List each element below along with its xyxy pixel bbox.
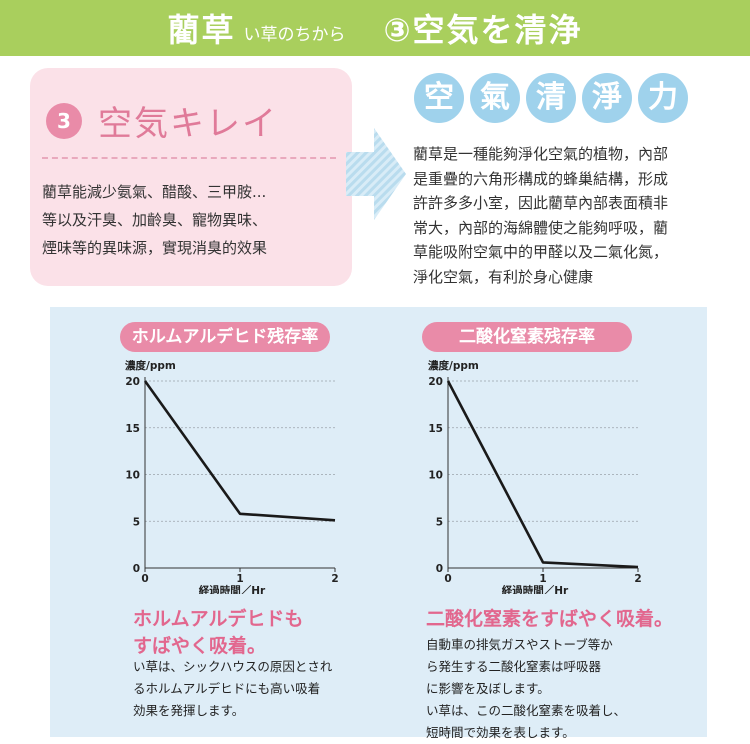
y-axis-label: 濃度/ppm <box>428 359 479 372</box>
y-tick-label: 15 <box>125 423 140 435</box>
purify-line: 許許多多小室，因此藺草內部表面積非 <box>413 194 669 212</box>
y-tick-label: 5 <box>436 516 443 528</box>
title-char-circle: 力 <box>638 73 688 123</box>
headline-line: ホルムアルデヒドも <box>133 608 304 630</box>
desc-line: るホルムアルデヒドにも高い吸着 <box>133 681 321 696</box>
formaldehyde-chart: 濃度/ppm 0 5 10 15 20 0 1 2 経過時間／Hr <box>125 359 339 594</box>
y-tick-label: 10 <box>428 470 443 482</box>
deodorize-line: 藺草能減少氨氣、醋酸、三甲胺... <box>42 183 267 201</box>
x-tick-label: 2 <box>634 573 641 585</box>
y-tick-label: 20 <box>428 376 443 388</box>
y-tick-label: 10 <box>125 470 140 482</box>
y-tick-label: 5 <box>133 516 140 528</box>
x-axis-label: 経過時間／Hr <box>502 584 569 594</box>
title-char-circle: 淨 <box>582 73 632 123</box>
banner-title-main: 藺草 <box>167 11 236 49</box>
headline-line: 二酸化窒素をすばやく吸着。 <box>426 608 674 630</box>
x-tick-label: 1 <box>236 573 243 585</box>
no2-description: 自動車の排気ガスやストーブ等か ら発生する二酸化窒素は呼吸器 に影響を及ぼします… <box>426 634 626 744</box>
banner-title-section: ③空気を清浄 <box>383 11 583 49</box>
x-axis-label: 経過時間／Hr <box>199 584 266 594</box>
desc-line: ら発生する二酸化窒素は呼吸器 <box>426 659 602 674</box>
dashed-divider <box>42 157 336 159</box>
chart-panel <box>50 307 707 737</box>
title-char-circle: 清 <box>526 73 576 123</box>
deodorize-line: 等以及汗臭、加齡臭、寵物異味、 <box>42 211 268 229</box>
series-line <box>446 380 639 569</box>
x-tick-label: 0 <box>444 573 451 585</box>
purify-power-title: 空 氣 清 淨 力 <box>414 73 688 123</box>
title-char-circle: 空 <box>414 73 464 123</box>
deodorize-text: 藺草能減少氨氣、醋酸、三甲胺... 等以及汗臭、加齡臭、寵物異味、 煙味等的異味… <box>42 178 342 262</box>
formaldehyde-headline: ホルムアルデヒドも すばやく吸着。 <box>133 606 303 660</box>
x-tick-label: 2 <box>331 573 338 585</box>
y-tick-label: 0 <box>133 563 140 575</box>
deodorize-line: 煙味等的異味源，實現消臭的效果 <box>42 239 268 257</box>
right-arrow-icon <box>346 128 406 220</box>
title-char-circle: 氣 <box>470 73 520 123</box>
desc-line: に影響を及ぼします。 <box>426 681 550 696</box>
series-line <box>143 380 336 522</box>
purify-description: 藺草是一種能夠淨化空氣的植物，內部 是重疊的六角形構成的蜂巢結構，形成 許許多多… <box>413 142 743 289</box>
no2-chart-title: 二酸化窒素残存率 <box>422 322 632 352</box>
y-tick-label: 20 <box>125 376 140 388</box>
purify-line: 淨化空氣，有利於身心健康 <box>413 267 594 286</box>
desc-line: 短時間で効果を表します。 <box>426 725 575 740</box>
y-axis-label: 濃度/ppm <box>125 359 176 372</box>
no2-chart: 濃度/ppm 0 5 10 15 20 0 1 2 経過時間／Hr <box>428 359 642 594</box>
purify-line: 草能吸附空氣中的甲醛以及二氣化氮， <box>413 243 669 261</box>
purify-line: 常大，內部的海綿體使之能夠呼吸，藺 <box>413 218 669 237</box>
desc-line: 自動車の排気ガスやストーブ等か <box>426 637 613 652</box>
desc-line: 効果を発揮します。 <box>133 703 245 718</box>
air-clean-title: 空気キレイ <box>98 104 278 144</box>
purify-line: 是重疊的六角形構成的蜂巢結構，形成 <box>413 169 669 188</box>
formaldehyde-description: い草は、シックハウスの原因とされ るホルムアルデヒドにも高い吸着 効果を発揮しま… <box>133 656 332 722</box>
x-tick-label: 1 <box>539 573 546 585</box>
purify-line: 藺草是一種能夠淨化空氣的植物，內部 <box>413 145 669 163</box>
headline-line: すばやく吸着。 <box>133 635 267 657</box>
desc-line: い草は、この二酸化窒素を吸着し、 <box>426 703 627 718</box>
y-tick-label: 15 <box>428 423 443 435</box>
formaldehyde-chart-title: ホルムアルデヒド残存率 <box>120 322 330 352</box>
section-number-badge: 3 <box>46 103 82 139</box>
air-clean-card <box>30 68 352 286</box>
banner-subtitle: い草のちから <box>243 24 346 45</box>
x-tick-label: 0 <box>141 573 148 585</box>
header-banner: 藺草 い草のちから ③空気を清浄 <box>0 0 750 56</box>
desc-line: い草は、シックハウスの原因とされ <box>133 659 333 674</box>
y-tick-label: 0 <box>436 563 443 575</box>
no2-headline: 二酸化窒素をすばやく吸着。 <box>426 606 673 633</box>
